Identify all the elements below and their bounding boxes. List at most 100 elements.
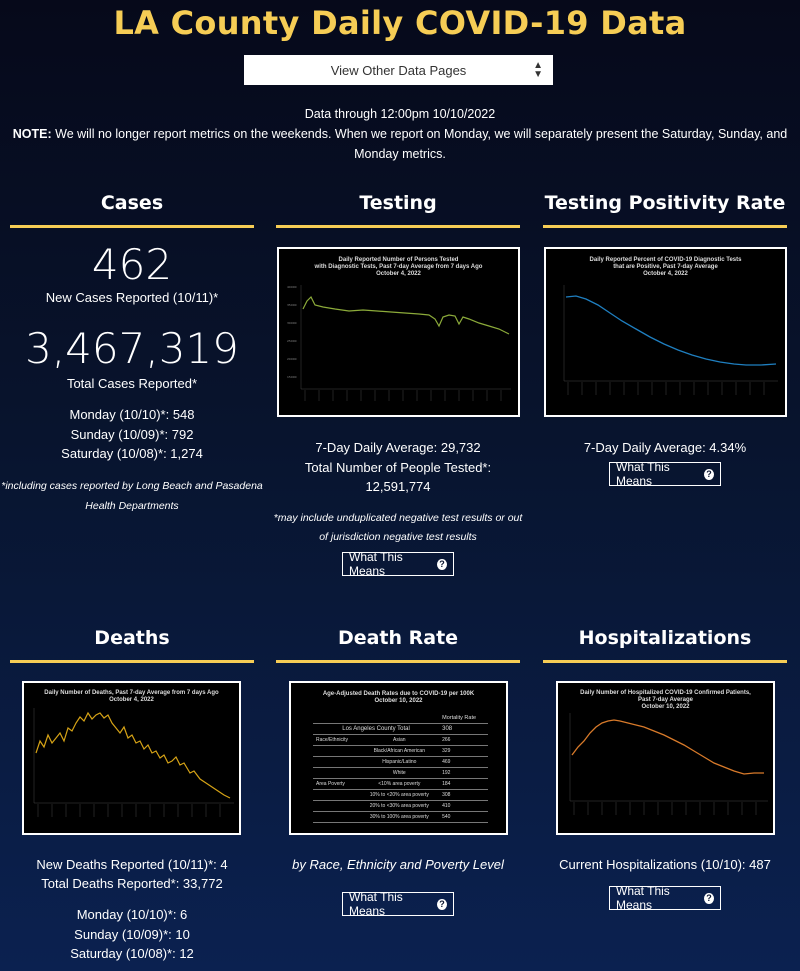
deaths-chart: Daily Number of Deaths, Past 7-day Avera… bbox=[22, 681, 241, 835]
deaths-chart-title-1: Daily Number of Deaths, Past 7-day Avera… bbox=[44, 690, 219, 696]
note-body: We will no longer report metrics on the … bbox=[51, 127, 788, 161]
deaths-total: Total Deaths Reported*: 33,772 bbox=[41, 876, 223, 891]
row-group: Race/Ethnicity bbox=[313, 734, 360, 746]
row-value: 329 bbox=[439, 745, 488, 757]
table-row: White 192 bbox=[313, 767, 488, 779]
new-cases-value: 462 bbox=[91, 240, 173, 289]
question-circle-icon: ? bbox=[437, 558, 447, 570]
positivity-average: 7-Day Daily Average: 4.34% bbox=[583, 440, 747, 455]
table-row: 20% to <30% area poverty 410 bbox=[313, 800, 488, 812]
death-rate-total-row: Los Angeles County Total 308 bbox=[313, 723, 488, 735]
testing-what-this-means-button[interactable]: What This Means? bbox=[342, 550, 454, 578]
testing-chart-title-2: with Diagnostic Tests, Past 7-day Averag… bbox=[314, 264, 483, 270]
death-rate-what-this-means-button[interactable]: What This Means? bbox=[342, 890, 454, 918]
table-row: Black/African American 329 bbox=[313, 745, 488, 757]
deaths-sunday: Sunday (10/09)*: 10 bbox=[74, 927, 190, 942]
testing-average: 7-Day Daily Average: 29,732 bbox=[315, 440, 481, 455]
page-title: LA County Daily COVID-19 Data bbox=[113, 4, 687, 42]
note-text: NOTE: We will no longer report metrics o… bbox=[10, 124, 790, 164]
row-value: 469 bbox=[439, 756, 488, 768]
cases-heading: Cases bbox=[100, 192, 164, 214]
positivity-chart-title-2: that are Positive, Past 7-day Average bbox=[613, 264, 718, 270]
svg-text:40000: 40000 bbox=[287, 285, 297, 289]
row-label: <10% area poverty bbox=[359, 778, 440, 790]
county-total-label: Los Angeles County Total bbox=[313, 723, 440, 735]
data-pages-dropdown[interactable]: View Other Data Pages ▲ ▼ bbox=[244, 55, 553, 85]
positivity-heading: Testing Positivity Rate bbox=[544, 192, 786, 214]
row-group bbox=[313, 745, 360, 757]
row-value: 192 bbox=[439, 767, 488, 779]
testing-footnote-2: of jurisdiction negative test results bbox=[319, 531, 477, 543]
cases-sunday: Sunday (10/09)*: 792 bbox=[70, 427, 194, 442]
death-rate-chart-title-1: Age-Adjusted Death Rates due to COVID-19… bbox=[322, 691, 475, 697]
table-row: Hispanic/Latino 469 bbox=[313, 756, 488, 768]
positivity-rule bbox=[543, 225, 787, 228]
positivity-button-label: What This Means bbox=[616, 460, 670, 488]
testing-heading: Testing bbox=[359, 192, 437, 214]
hosp-chart-title-1: Daily Number of Hospitalized COVID-19 Co… bbox=[580, 690, 751, 696]
death-rate-chart: Age-Adjusted Death Rates due to COVID-19… bbox=[289, 681, 508, 835]
svg-text:25000: 25000 bbox=[287, 339, 297, 343]
deaths-chart-title-2: October 4, 2022 bbox=[109, 697, 154, 703]
svg-text:30000: 30000 bbox=[287, 321, 297, 325]
svg-text:20000: 20000 bbox=[287, 357, 297, 361]
county-total-value: 308 bbox=[439, 723, 488, 735]
hospitalizations-current: Current Hospitalizations (10/10): 487 bbox=[559, 857, 771, 872]
death-rate-rule bbox=[276, 660, 520, 663]
deaths-saturday: Saturday (10/08)*: 12 bbox=[70, 946, 194, 961]
cases-rule bbox=[10, 225, 254, 228]
row-group bbox=[313, 789, 360, 801]
testing-footnote-1: *may include unduplicated negative test … bbox=[273, 512, 523, 524]
death-rate-table: Mortality Rate Los Angeles County Total 3… bbox=[313, 713, 488, 823]
mortality-rate-header: Mortality Rate bbox=[439, 713, 488, 724]
cases-monday: Monday (10/10)*: 548 bbox=[69, 407, 195, 422]
svg-text:35000: 35000 bbox=[287, 303, 297, 307]
testing-total-label: Total Number of People Tested*: bbox=[304, 460, 492, 475]
testing-total-value: 12,591,774 bbox=[365, 479, 431, 494]
testing-rule bbox=[276, 225, 520, 228]
row-label: 20% to <30% area poverty bbox=[359, 800, 440, 812]
deaths-rule bbox=[10, 660, 254, 663]
deaths-heading: Deaths bbox=[94, 627, 170, 649]
question-circle-icon: ? bbox=[704, 468, 714, 480]
dropdown-label: View Other Data Pages bbox=[330, 62, 467, 78]
hospitalizations-chart: Daily Number of Hospitalized COVID-19 Co… bbox=[556, 681, 775, 835]
positivity-chart: Daily Reported Percent of COVID-19 Diagn… bbox=[544, 247, 787, 417]
deaths-new: New Deaths Reported (10/11)*: 4 bbox=[36, 857, 228, 872]
death-rate-button-label: What This Means bbox=[349, 890, 403, 918]
hosp-chart-title-2: Past 7-day Average bbox=[638, 697, 693, 703]
chevron-up-down-icon: ▲ ▼ bbox=[533, 60, 543, 80]
testing-chart-title-3: October 4, 2022 bbox=[376, 271, 421, 277]
hosp-button-label: What This Means bbox=[616, 884, 670, 912]
positivity-what-this-means-button[interactable]: What This Means? bbox=[609, 460, 721, 488]
row-label: Asian bbox=[359, 734, 440, 746]
table-row: 10% to <20% area poverty 308 bbox=[313, 789, 488, 801]
row-label: White bbox=[359, 767, 440, 779]
table-row: Race/Ethnicity Asian 266 bbox=[313, 734, 488, 746]
deaths-monday: Monday (10/10)*: 6 bbox=[76, 907, 188, 922]
new-cases-label: New Cases Reported (10/11)* bbox=[45, 290, 219, 305]
hospitalizations-what-this-means-button[interactable]: What This Means? bbox=[609, 884, 721, 912]
row-group bbox=[313, 767, 360, 779]
total-cases-value: 3,467,319 bbox=[25, 324, 239, 373]
hosp-chart-svg bbox=[569, 713, 768, 815]
testing-button-label: What This Means bbox=[349, 550, 403, 578]
data-through-text: Data through 12:00pm 10/10/2022 bbox=[304, 107, 496, 121]
hospitalizations-rule bbox=[543, 660, 787, 663]
cases-footnote-2: Health Departments bbox=[85, 500, 179, 512]
row-label: Black/African American bbox=[359, 745, 440, 757]
death-rate-caption: by Race, Ethnicity and Poverty Level bbox=[292, 857, 504, 872]
testing-chart: Daily Reported Number of Persons Tested … bbox=[277, 247, 520, 417]
svg-text:15000: 15000 bbox=[287, 375, 297, 379]
total-cases-label: Total Cases Reported* bbox=[66, 376, 198, 391]
row-group: Area Poverty bbox=[313, 778, 360, 790]
row-value: 266 bbox=[439, 734, 488, 746]
row-group bbox=[313, 800, 360, 812]
death-rate-header-row: Mortality Rate bbox=[313, 713, 488, 724]
row-value: 540 bbox=[439, 811, 488, 823]
row-label: 30% to 100% area poverty bbox=[359, 811, 440, 823]
question-circle-icon: ? bbox=[437, 898, 447, 910]
death-rate-chart-title-2: October 10, 2022 bbox=[374, 698, 423, 704]
positivity-chart-title-3: October 4, 2022 bbox=[643, 271, 688, 277]
positivity-chart-svg bbox=[563, 285, 778, 395]
